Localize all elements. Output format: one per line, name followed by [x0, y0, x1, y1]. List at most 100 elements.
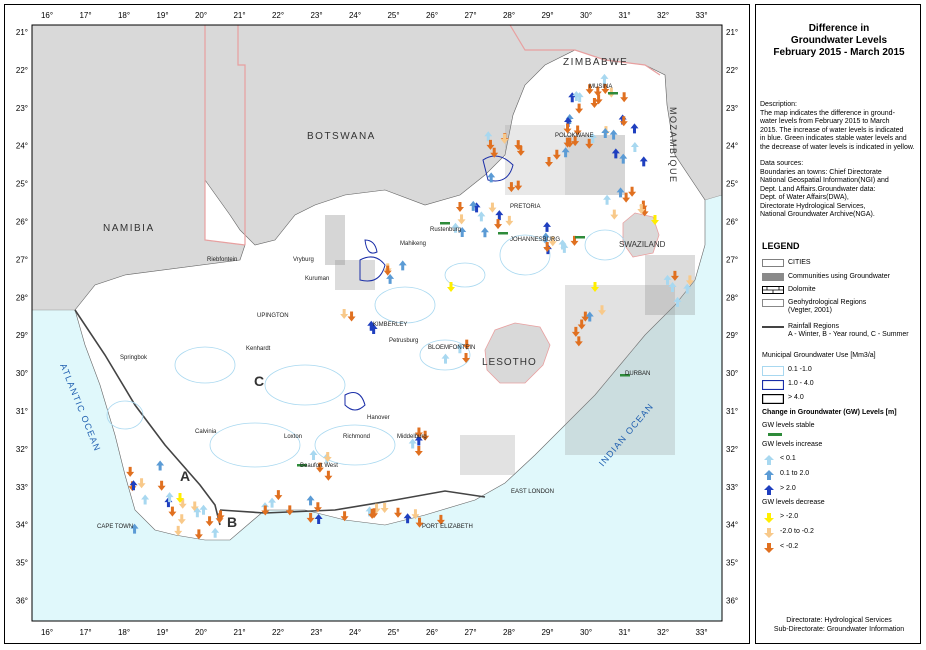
dolomite-swatch [762, 286, 784, 294]
top-tick-label: 24° [349, 11, 361, 20]
desc-line: Description: [760, 101, 797, 108]
bottom-tick-label: 26° [426, 628, 438, 637]
arrow-down-icon [594, 94, 603, 105]
arrow-down-icon [174, 525, 183, 536]
town-bloemfontein: BLOEMFONTEIN [428, 345, 475, 351]
arrow-down-icon [383, 265, 392, 276]
right-tick-label: 29° [726, 331, 738, 340]
rainfall-swatch [762, 326, 784, 328]
bottom-tick-label: 19° [156, 628, 168, 637]
footer-directorate: Directorate: Hydrological Services [786, 617, 892, 624]
title-line: Groundwater Levels [790, 35, 888, 46]
arrow-up-icon [165, 492, 174, 503]
town-kimberley: KIMBERLEY [373, 322, 407, 328]
arrow-up-icon [600, 73, 609, 84]
arrow-up-icon [561, 147, 570, 158]
bottom-tick-label: 27° [464, 628, 476, 637]
arrow-down-icon [274, 490, 283, 501]
arrow-up-icon [398, 260, 407, 271]
arrow-up-icon [543, 221, 552, 232]
change-title-label: Change in Groundwater (GW) Levels [m] [762, 409, 897, 416]
arrow-down-icon [370, 508, 379, 519]
arrow-up-icon [129, 480, 138, 491]
cities-swatch [762, 259, 784, 267]
top-tick-label: 33° [695, 11, 707, 20]
arrow-down-icon [544, 157, 553, 168]
arrow-up-icon [668, 282, 677, 293]
communities-swatch [762, 273, 784, 281]
geohydro-line-1: Geohydrological Regions [788, 299, 867, 306]
arrow-up-icon [156, 460, 165, 471]
right-tick-label: 36° [726, 597, 738, 606]
dec-1-label: > -2.0 [780, 513, 799, 520]
arrow-down-icon [414, 427, 423, 438]
town-rustenburg: Rustenburg [430, 227, 461, 233]
arrow-up-icon [495, 210, 504, 221]
town-loxton: Loxton [284, 434, 302, 440]
arrow-up-icon [455, 343, 464, 354]
town-mahikeng: Mahikeng [400, 241, 426, 247]
arrow-down-icon [620, 92, 629, 103]
arrow-up-icon [630, 142, 639, 153]
town-durban: DURBAN [625, 371, 650, 377]
arrow-down-icon [571, 136, 580, 147]
arrow-up-icon [408, 438, 417, 449]
top-tick-label: 21° [233, 11, 245, 20]
desc-line: the decrease of water levels is indicate… [760, 143, 915, 151]
arrow-up-icon [130, 523, 139, 534]
bottom-tick-label: 30° [580, 628, 592, 637]
arrow-down-yellow-icon [176, 493, 184, 503]
stable-marker [440, 222, 450, 225]
right-tick-label: 33° [726, 483, 738, 492]
arrow-up-icon [588, 132, 597, 143]
right-tick-label: 31° [726, 407, 738, 416]
bottom-tick-labels: 16° 17° 18° 19° 20° 21° 22° 23° 24° 25° 26° 27° 28° 2… [41, 628, 708, 637]
arrow-down-icon [500, 133, 509, 144]
title-line: Difference in [808, 23, 870, 34]
town-port-elizabeth: PORT ELIZABETH [422, 524, 473, 530]
left-tick-labels: 21° 22° 23° 24° 25° 26° 27° 28° 29° 30° 31° 32° 33° 3… [16, 28, 28, 606]
desc-line: water levels from February 2015 to March [760, 118, 890, 125]
muni-1-swatch [762, 366, 784, 376]
footer-subdirectorate: Sub-Directorate: Groundwater Information [773, 626, 905, 633]
source-line: National Geospatial Information(NGI) and [760, 177, 889, 184]
map-frame: 16° 17° 18° 19° 20° 21° 22° 23° 24° 25° 26° 27° 28° 2… [4, 4, 750, 644]
left-tick-label: 22° [16, 66, 28, 75]
right-tick-label: 22° [726, 66, 738, 75]
rainfall-region-line-a [74, 309, 221, 526]
arrow-up-icon [367, 320, 376, 331]
left-tick-label: 30° [16, 369, 28, 378]
left-tick-label: 33° [16, 483, 28, 492]
arrow-up-icon [451, 222, 460, 233]
label-swaziland: SWAZILAND [619, 240, 666, 249]
right-tick-label: 30° [726, 369, 738, 378]
town-labels: MUSINA POLOKWANE PRETORIA Rustenburg JOH… [97, 84, 650, 530]
right-tick-label: 27° [726, 255, 738, 264]
legend-dec-1: > -2.0 [762, 513, 798, 523]
label-botswana: BOTSWANA [307, 131, 376, 142]
arrow-down-icon [313, 502, 322, 513]
arrow-down-icon [619, 116, 628, 127]
arrow-up-icon [141, 494, 150, 505]
arrow-up-icon [441, 353, 450, 364]
legend-dolomite-label: Dolomite [788, 286, 816, 293]
legend-cities-label: CITIES [788, 259, 811, 266]
arrow-down-icon [670, 270, 679, 281]
rainfall-region-line-b [219, 490, 486, 514]
arrow-down-icon [552, 149, 561, 160]
left-tick-label: 23° [16, 104, 28, 113]
town-pretoria: PRETORIA [510, 204, 541, 210]
top-tick-label: 20° [195, 11, 207, 20]
right-tick-label: 24° [726, 142, 738, 151]
bottom-tick-label: 31° [618, 628, 630, 637]
legend-increase-title: GW levels increase [762, 441, 822, 449]
groundwater-map: 16° 17° 18° 19° 20° 21° 22° 23° 24° 25° 26° 27° 28° 2… [16, 11, 738, 637]
left-tick-label: 32° [16, 445, 28, 454]
town-beaufort-west: Beaufort West [300, 463, 338, 469]
top-tick-label: 27° [464, 11, 476, 20]
arrow-down-icon [507, 182, 516, 193]
top-tick-label: 29° [541, 11, 553, 20]
arrow-down-icon [494, 219, 503, 230]
arrow-down-icon [411, 509, 420, 520]
top-tick-label: 19° [156, 11, 168, 20]
